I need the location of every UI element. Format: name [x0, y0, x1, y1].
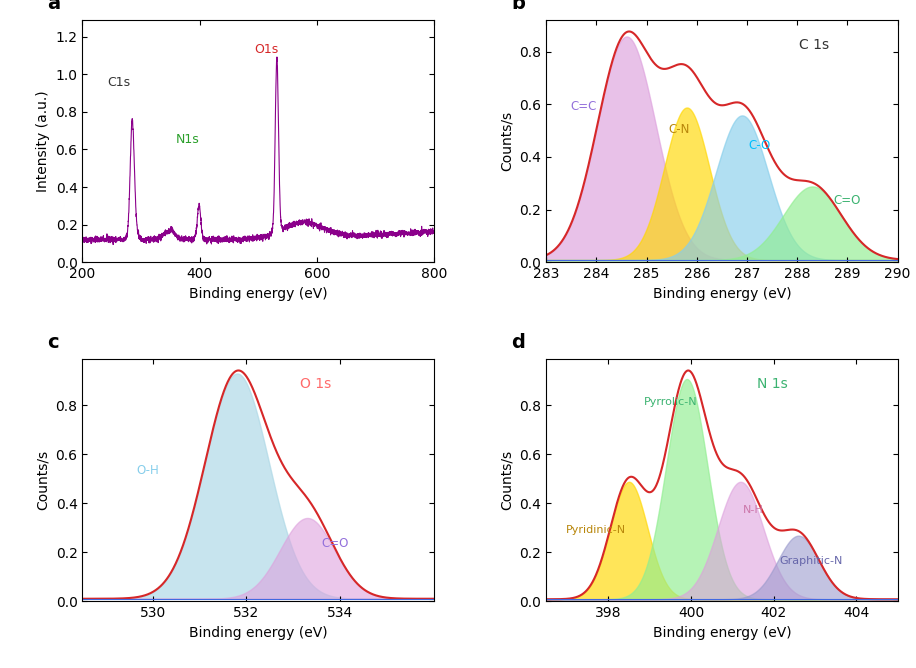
- Text: b: b: [511, 0, 525, 13]
- Text: N1s: N1s: [176, 133, 200, 146]
- Text: Graphitic-N: Graphitic-N: [780, 556, 843, 566]
- Text: N 1s: N 1s: [758, 377, 788, 391]
- Text: O1s: O1s: [255, 43, 278, 56]
- Y-axis label: Counts/s: Counts/s: [36, 450, 50, 510]
- Text: C 1s: C 1s: [800, 38, 829, 52]
- Text: O-H: O-H: [136, 464, 159, 477]
- Y-axis label: Counts/s: Counts/s: [500, 111, 514, 171]
- Text: C=O: C=O: [322, 537, 349, 550]
- Text: Pyridinic-N: Pyridinic-N: [566, 524, 626, 534]
- Y-axis label: Counts/s: Counts/s: [500, 450, 514, 510]
- X-axis label: Binding energy (eV): Binding energy (eV): [189, 626, 327, 640]
- Text: C=O: C=O: [834, 194, 861, 207]
- Text: d: d: [511, 333, 525, 352]
- X-axis label: Binding energy (eV): Binding energy (eV): [653, 626, 791, 640]
- Y-axis label: Intensity (a.u.): Intensity (a.u.): [36, 90, 50, 192]
- X-axis label: Binding energy (eV): Binding energy (eV): [653, 287, 791, 301]
- Text: Pyrrolic-N: Pyrrolic-N: [644, 397, 697, 407]
- Text: C=C: C=C: [571, 100, 597, 113]
- X-axis label: Binding energy (eV): Binding energy (eV): [189, 287, 327, 301]
- Text: N-H: N-H: [743, 505, 763, 515]
- Text: C1s: C1s: [107, 75, 130, 89]
- Text: a: a: [48, 0, 60, 13]
- Text: c: c: [48, 333, 59, 352]
- Text: C-N: C-N: [669, 124, 690, 136]
- Text: O 1s: O 1s: [300, 377, 332, 391]
- Text: C-O: C-O: [748, 139, 770, 152]
